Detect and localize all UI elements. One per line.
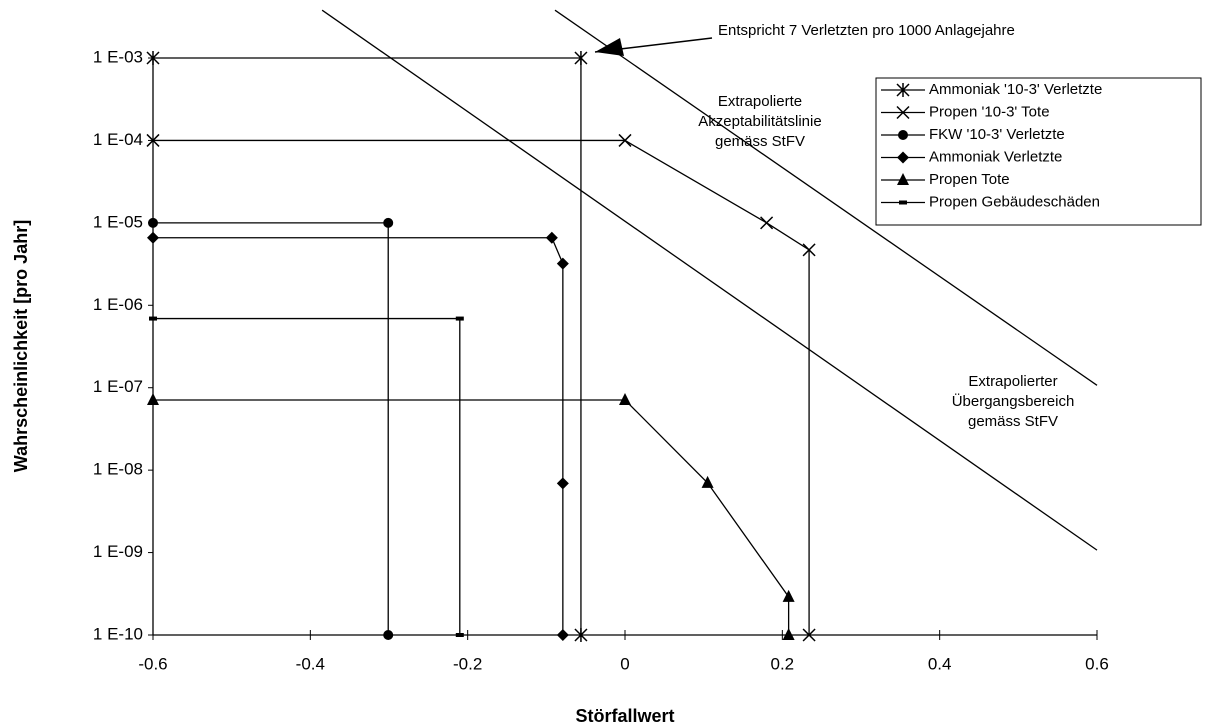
- marker: [556, 629, 569, 641]
- y-tick-label: 1 E-03: [93, 47, 143, 66]
- legend-label: Propen Gebäudeschäden: [929, 193, 1100, 210]
- marker: [556, 257, 569, 270]
- series-line: [153, 222, 389, 635]
- marker: [383, 630, 394, 640]
- marker: [149, 316, 157, 321]
- marker: [897, 173, 909, 185]
- marker: [782, 589, 795, 602]
- legend: Ammoniak '10-3' Verletzte Propen '10-3' T…: [881, 81, 1102, 210]
- y-tick-label: 1 E-06: [93, 295, 143, 314]
- marker: [383, 217, 394, 228]
- legend-label: FKW '10-3' Verletzte: [929, 126, 1065, 143]
- marker: [147, 392, 159, 405]
- annotation: gemäss StFV: [715, 133, 805, 150]
- marker: [146, 133, 160, 147]
- reference-line: [554, 9, 1098, 386]
- x-tick-label: 0.4: [928, 654, 952, 673]
- y-tick-label: 1 E-08: [93, 460, 143, 479]
- legend-label: Ammoniak Verletzte: [929, 148, 1062, 165]
- annotation: Entspricht 7 Verletzten pro 1000 Anlagej…: [718, 22, 1015, 39]
- marker: [148, 217, 158, 228]
- y-tick-label: 1 E-04: [93, 130, 143, 149]
- legend-label: Propen Tote: [929, 171, 1010, 188]
- marker: [760, 216, 774, 230]
- x-tick-label: 0.6: [1085, 654, 1109, 673]
- marker: [782, 628, 795, 640]
- annotation: gemäss StFV: [968, 413, 1058, 430]
- marker: [802, 628, 816, 642]
- annotation: Extrapolierter: [968, 373, 1057, 390]
- marker: [701, 475, 714, 488]
- y-tick-label: 1 E-07: [93, 377, 143, 396]
- marker: [619, 392, 631, 405]
- arrow-head: [595, 38, 624, 56]
- legend-box: [875, 77, 1202, 226]
- marker: [146, 51, 160, 65]
- annotation: Akzeptabilitätslinie: [698, 113, 821, 130]
- x-tick-label: 0: [620, 654, 629, 673]
- marker: [898, 130, 908, 140]
- marker: [574, 51, 588, 65]
- marker: [556, 477, 569, 490]
- marker: [899, 200, 907, 205]
- series-line: [153, 139, 810, 635]
- y-tick-label: 1 E-09: [93, 542, 143, 561]
- marker: [455, 633, 464, 637]
- x-tick-label: 0.2: [771, 654, 795, 673]
- annotation: Übergangsbereich: [952, 392, 1075, 410]
- marker: [455, 316, 464, 321]
- marker: [574, 628, 588, 642]
- series-line: [153, 57, 582, 635]
- y-axis-title: Wahrscheinlichkeit [pro Jahr]: [11, 220, 31, 472]
- x-tick-label: -0.4: [296, 654, 325, 673]
- marker: [802, 243, 816, 257]
- series-line: [153, 317, 461, 635]
- legend-label: Propen '10-3' Tote: [929, 103, 1050, 120]
- x-tick-label: -0.6: [138, 654, 167, 673]
- reference-line: [321, 9, 1098, 551]
- marker: [896, 83, 910, 97]
- series-line: [153, 237, 564, 635]
- x-tick-label: -0.2: [453, 654, 482, 673]
- x-axis-title: Störfallwert: [575, 706, 674, 726]
- marker: [147, 231, 159, 244]
- annotation: Extrapolierte: [718, 93, 802, 110]
- series-line: [153, 399, 790, 635]
- y-tick-label: 1 E-05: [93, 212, 143, 231]
- marker: [897, 151, 909, 164]
- marker: [618, 133, 632, 147]
- marker: [896, 105, 910, 120]
- marker: [545, 231, 558, 244]
- y-tick-label: 1 E-10: [93, 624, 143, 643]
- legend-label: Ammoniak '10-3' Verletzte: [929, 81, 1102, 98]
